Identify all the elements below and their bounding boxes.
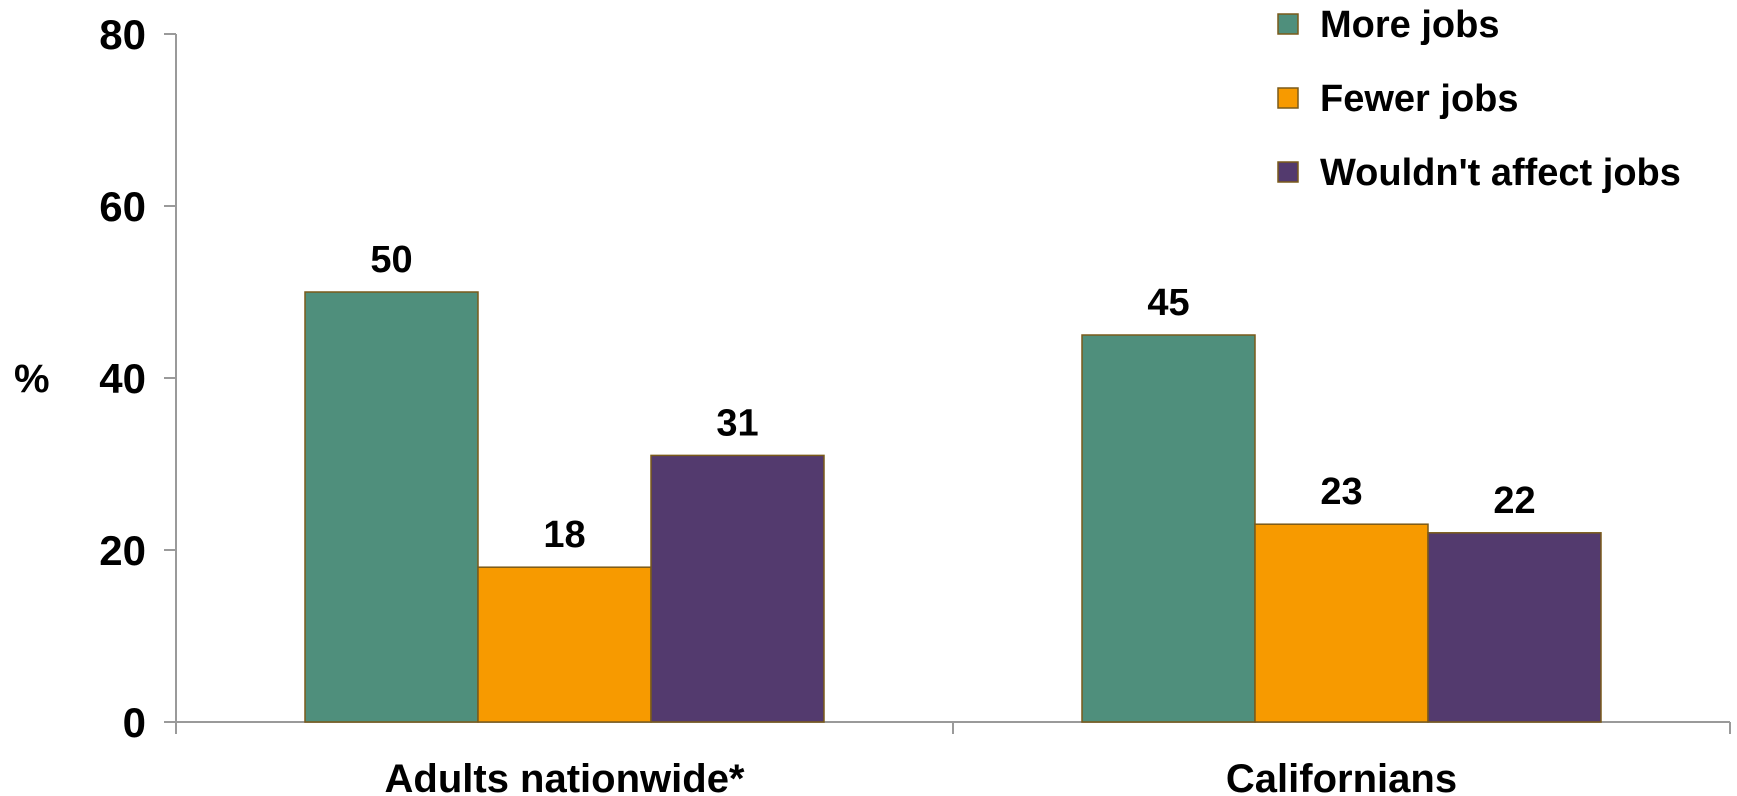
- data-label: 22: [1493, 480, 1535, 522]
- data-label: 31: [716, 402, 758, 444]
- y-tick-label: 0: [123, 699, 146, 746]
- y-tick-label: 20: [99, 527, 146, 574]
- data-label: 45: [1147, 282, 1189, 324]
- legend-swatch: [1277, 87, 1299, 109]
- legend-swatch: [1277, 161, 1299, 183]
- x-category-label: Adults nationwide*: [385, 757, 745, 796]
- y-axis: 0 20 40 60 80: [99, 11, 177, 746]
- bars: [304, 291, 1602, 723]
- data-label: 23: [1320, 471, 1362, 513]
- data-label: 50: [370, 239, 412, 281]
- data-labels: 50 18 31 45 23 22: [370, 239, 1535, 556]
- bar: [1081, 334, 1256, 723]
- y-tick-label: 60: [99, 183, 146, 230]
- legend-label: Wouldn't affect jobs: [1320, 152, 1681, 194]
- x-category-label: Californians: [1226, 757, 1457, 796]
- bar: [1254, 523, 1429, 723]
- legend-swatch: [1277, 13, 1299, 35]
- data-label: 18: [543, 514, 585, 556]
- legend-label: More jobs: [1320, 4, 1499, 46]
- bar: [650, 454, 825, 723]
- y-tick-label: 80: [99, 11, 146, 58]
- legend-label: Fewer jobs: [1320, 78, 1519, 120]
- x-axis: Adults nationwide* Californians: [175, 721, 1731, 796]
- bar: [304, 291, 479, 723]
- legend: More jobs Fewer jobs Wouldn't affect jobs: [1277, 4, 1681, 194]
- y-axis-title: %: [14, 357, 50, 401]
- bar: [1427, 532, 1602, 723]
- bar: [477, 566, 652, 723]
- y-tick-label: 40: [99, 355, 146, 402]
